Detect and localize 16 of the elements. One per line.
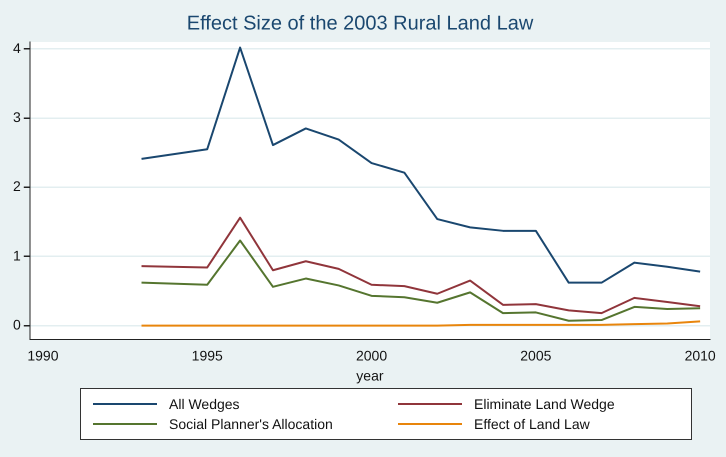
legend-label: All Wedges: [169, 396, 240, 412]
x-tick-label: 2000: [356, 348, 388, 364]
y-tick-label: 1: [12, 247, 21, 264]
y-tick-label: 4: [12, 40, 21, 56]
legend-label: Eliminate Land Wedge: [474, 396, 615, 412]
legend-label: Effect of Land Law: [474, 416, 590, 432]
x-tick-label: 1995: [192, 348, 224, 364]
x-axis-title: year: [356, 367, 384, 384]
y-tick-label: 2: [12, 178, 21, 194]
y-tick-label: 0: [12, 316, 21, 332]
x-tick-label: 2005: [520, 348, 552, 364]
x-tick-label: 1990: [27, 348, 59, 364]
chart-title: Effect Size of the 2003 Rural Land Law: [186, 12, 534, 35]
y-tick-label: 3: [12, 108, 21, 125]
x-tick-label: 2010: [684, 348, 716, 364]
legend-label: Social Planner's Allocation: [169, 416, 333, 432]
